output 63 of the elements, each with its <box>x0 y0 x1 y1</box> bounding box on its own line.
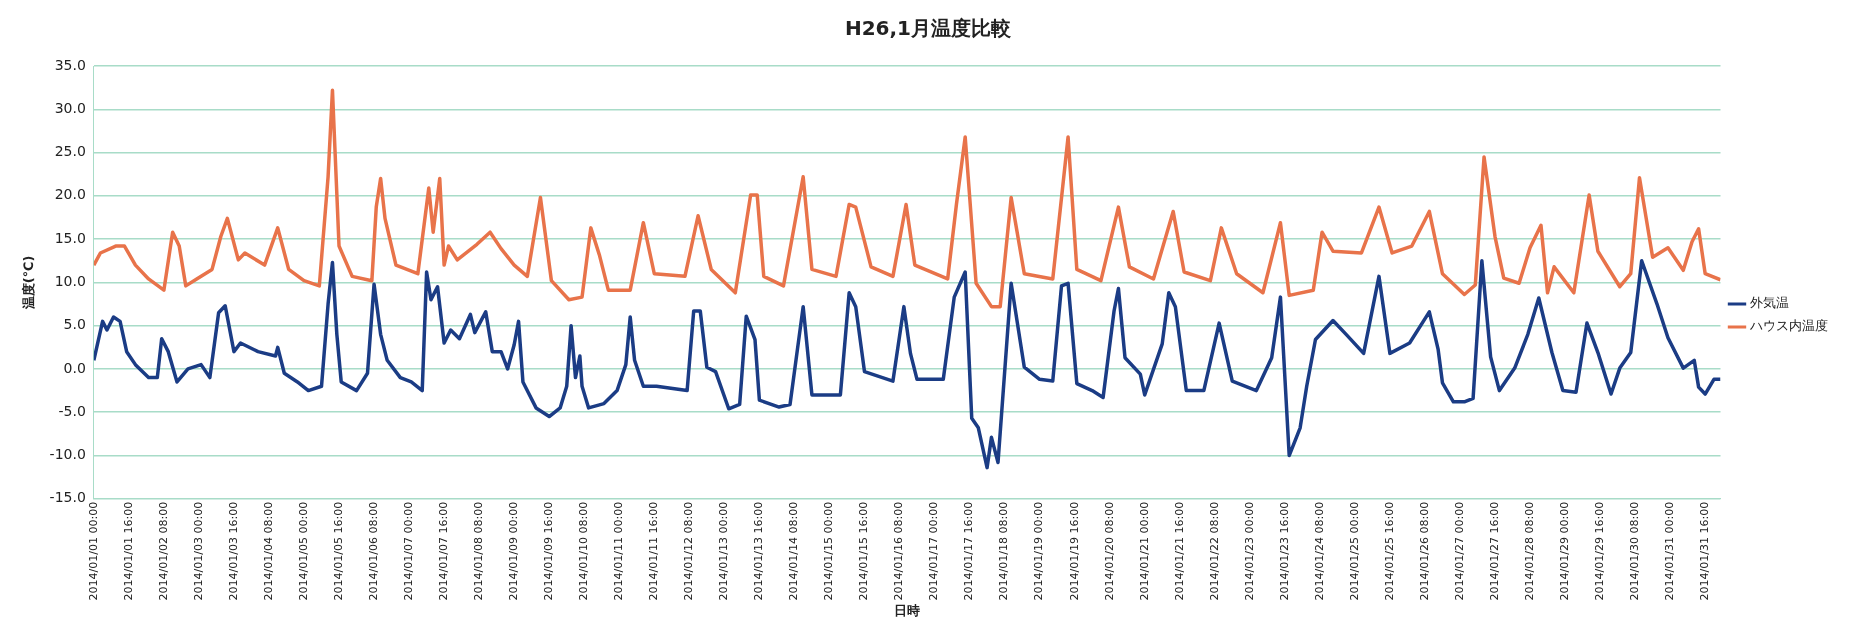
x-tick-label: 2014/01/10 08:00 <box>577 501 591 601</box>
y-axis-title: 温度(℃) <box>21 255 37 311</box>
x-tick-label: 2014/01/21 16:00 <box>1172 501 1186 601</box>
y-tick-label: 0.0 <box>63 359 86 376</box>
y-tick-label: 25.0 <box>54 143 86 160</box>
y-tick-label: 5.0 <box>63 316 86 333</box>
x-tick-label: 2014/01/04 08:00 <box>261 501 275 601</box>
x-axis-title: 日時 <box>894 602 921 618</box>
y-tick-label: 35.0 <box>54 56 86 73</box>
legend-label: 外気温 <box>1750 295 1789 311</box>
x-tick-label: 2014/01/06 08:00 <box>366 501 380 601</box>
y-tick-label: 30.0 <box>54 99 86 116</box>
x-tick-label: 2014/01/17 16:00 <box>962 501 976 601</box>
x-tick-label: 2014/01/07 00:00 <box>401 501 415 601</box>
x-tick-label: 2014/01/22 08:00 <box>1207 501 1221 601</box>
x-tick-label: 2014/01/31 00:00 <box>1663 501 1676 601</box>
x-tick-label: 2014/01/05 16:00 <box>331 501 345 601</box>
x-tick-label: 2014/01/21 00:00 <box>1137 501 1151 601</box>
x-tick-label: 2014/01/30 08:00 <box>1627 501 1641 601</box>
y-tick-label: 20.0 <box>54 186 86 203</box>
x-tick-label: 2014/01/01 16:00 <box>121 501 135 601</box>
x-tick-label: 2014/01/09 00:00 <box>507 501 521 601</box>
x-tick-label: 2014/01/12 08:00 <box>682 501 696 601</box>
x-tick-label: 2014/01/23 16:00 <box>1277 501 1291 601</box>
x-tick-label: 2014/01/20 08:00 <box>1102 501 1116 601</box>
x-tick-label: 2014/01/26 08:00 <box>1417 501 1431 601</box>
x-tick-label: 2014/01/27 16:00 <box>1487 501 1501 601</box>
chart-title: H26,1月温度比較 <box>844 16 1013 41</box>
x-tick-label: 2014/01/28 08:00 <box>1522 501 1536 601</box>
x-tick-label: 2014/01/17 00:00 <box>927 501 941 601</box>
x-tick-label: 2014/01/24 08:00 <box>1312 501 1326 601</box>
y-tick-label: 15.0 <box>54 229 86 246</box>
x-tick-label: 2014/01/11 00:00 <box>612 501 626 601</box>
x-tick-label: 2014/01/19 16:00 <box>1067 501 1081 601</box>
x-tick-label: 2014/01/11 16:00 <box>647 501 661 601</box>
x-tick-label: 2014/01/02 08:00 <box>156 501 170 601</box>
y-tick-label: -10.0 <box>49 446 86 463</box>
x-tick-label: 2014/01/07 16:00 <box>436 501 450 601</box>
x-tick-label: 2014/01/29 16:00 <box>1592 501 1606 601</box>
x-tick-label: 2014/01/29 00:00 <box>1557 501 1571 601</box>
x-tick-label: 2014/01/13 16:00 <box>752 501 766 601</box>
x-tick-label: 2014/01/01 00:00 <box>86 501 100 601</box>
x-tick-label: 2014/01/27 00:00 <box>1452 501 1466 601</box>
x-tick-label: 2014/01/03 00:00 <box>191 501 205 601</box>
x-tick-label: 2014/01/19 00:00 <box>1032 501 1046 601</box>
x-tick-label: 2014/01/25 16:00 <box>1382 501 1396 601</box>
x-tick-label: 2014/01/13 00:00 <box>717 501 731 601</box>
x-tick-label: 2014/01/14 08:00 <box>787 501 801 601</box>
x-tick-label: 2014/01/15 00:00 <box>822 501 836 601</box>
x-tick-label: 2014/01/15 16:00 <box>857 501 871 601</box>
x-tick-label: 2014/01/18 08:00 <box>997 501 1011 601</box>
x-tick-label: 2014/01/08 08:00 <box>472 501 486 601</box>
x-tick-label: 2014/01/03 16:00 <box>226 501 240 601</box>
y-tick-label: -15.0 <box>49 489 86 506</box>
x-tick-label: 2014/01/16 08:00 <box>892 501 906 601</box>
x-tick-label: 2014/01/23 00:00 <box>1242 501 1256 601</box>
x-tick-label: 2014/01/05 00:00 <box>296 501 310 601</box>
x-tick-label: 2014/01/09 16:00 <box>542 501 556 601</box>
legend-label: ハウス内温度 <box>1749 318 1828 334</box>
y-tick-label: 10.0 <box>54 273 86 290</box>
y-tick-label: -5.0 <box>58 402 86 419</box>
x-tick-label: 2014/01/25 00:00 <box>1347 501 1361 601</box>
x-tick-label: 2014/01/31 16:00 <box>1698 501 1712 601</box>
